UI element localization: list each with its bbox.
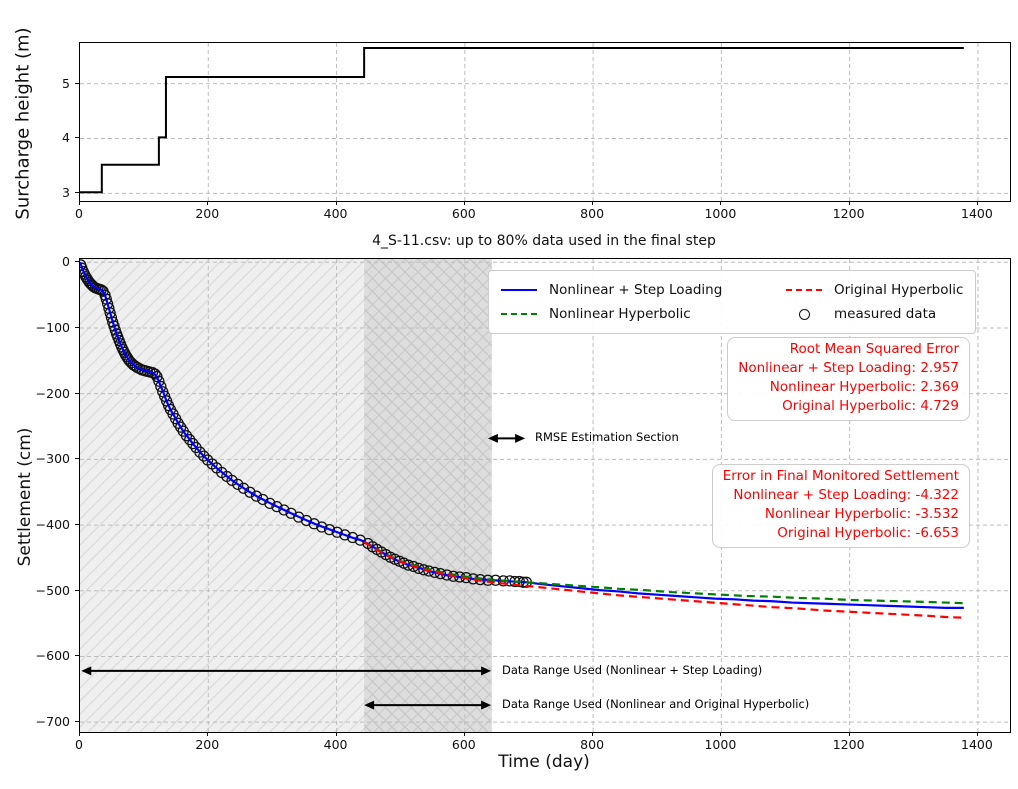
top-x-tick-label: 1400 [961,206,993,221]
legend-label: Nonlinear Hyperbolic [549,306,691,322]
rmse-nonlinear-value: Nonlinear Hyperbolic: 2.369 [769,379,959,395]
tick-mark [207,732,209,736]
top-x-tick-label: 1000 [704,206,737,221]
surcharge-axes [79,42,1011,202]
final-error-annotation-box: Error in Final Monitored Settlement Nonl… [711,464,970,548]
legend: Nonlinear + Step Loading Nonlinear Hyper… [488,270,977,334]
range-step-loading-label: Data Range Used (Nonlinear + Step Loadin… [502,663,763,677]
tick-mark [79,201,80,205]
bottom-y-tick-label: −600 [35,648,70,664]
legend-item-nonlinear-hyperbolic: Nonlinear Hyperbolic [501,306,786,322]
bottom-y-tick-label: −500 [35,582,70,598]
tick-mark [75,655,79,657]
bottom-x-tick-label: 1200 [832,737,865,752]
x-axis-label: Time (day) [498,752,590,772]
tick-mark [848,201,850,205]
bottom-x-tick-label: 0 [75,737,83,752]
top-y-axis-label: Surcharge height (m) [12,27,34,220]
tick-mark [75,82,79,84]
bottom-x-tick-label: 600 [451,737,476,752]
bottom-y-tick-label: −100 [35,319,70,335]
bottom-y-tick-label: −700 [35,714,70,730]
tick-mark [75,261,79,263]
bottom-x-tick-label: 1400 [961,737,993,752]
tick-mark [976,732,978,736]
tick-mark [75,589,79,591]
bottom-x-tick-label: 200 [195,737,220,752]
bottom-y-tick-label: −400 [35,517,70,533]
bottom-x-tick-label: 1000 [704,737,737,752]
top-x-tick-label: 800 [580,206,605,221]
error-original-value: Original Hyperbolic: -6.653 [777,525,959,541]
tick-mark [335,732,337,736]
legend-label: Original Hyperbolic [834,282,964,298]
top-x-tick-label: 0 [75,206,83,221]
top-x-tick-label: 200 [195,206,220,221]
tick-mark [75,192,79,194]
settlement-chart-svg [80,259,1010,732]
top-x-tick-label: 1200 [832,206,865,221]
rmse-box-title: Root Mean Squared Error [789,341,959,357]
settlement-axes: Nonlinear + Step Loading Nonlinear Hyper… [79,258,1011,733]
tick-mark [75,524,79,526]
rmse-section-label: RMSE Estimation Section [535,430,679,444]
chart-title: 4_S-11.csv: up to 80% data used in the f… [372,233,716,249]
red-dashed-line-icon [786,289,822,291]
tick-mark [75,326,79,328]
error-step-loading-value: Nonlinear + Step Loading: -4.322 [733,487,959,503]
rmse-annotation-box: Root Mean Squared Error Nonlinear + Step… [727,337,970,421]
tick-mark [75,392,79,394]
tick-mark [75,721,79,723]
legend-label: measured data [834,306,937,322]
top-y-tick-label: 3 [62,185,70,201]
tick-mark [75,137,79,139]
tick-mark [463,201,465,205]
tick-mark [463,732,465,736]
tick-mark [335,201,337,205]
range-hyperbolic-label: Data Range Used (Nonlinear and Original … [502,697,810,711]
tick-mark [848,732,850,736]
rmse-original-value: Original Hyperbolic: 4.729 [782,398,959,414]
bottom-y-tick-label: 0 [62,254,70,270]
tick-mark [720,732,722,736]
rmse-step-loading-value: Nonlinear + Step Loading: 2.957 [738,360,959,376]
legend-label: Nonlinear + Step Loading [549,282,723,298]
bottom-x-tick-label: 400 [323,737,348,752]
tick-mark [720,201,722,205]
legend-item-step-loading: Nonlinear + Step Loading [501,282,786,298]
top-y-tick-label: 4 [62,130,70,146]
tick-mark [592,732,594,736]
tick-mark [75,458,79,460]
blue-solid-line-icon [501,289,537,291]
bottom-x-tick-label: 800 [580,737,605,752]
error-box-title: Error in Final Monitored Settlement [722,468,959,484]
bottom-y-tick-label: −200 [35,385,70,401]
tick-mark [207,201,209,205]
green-dashed-line-icon [501,313,537,315]
bottom-y-tick-label: −300 [35,451,70,467]
top-x-tick-label: 400 [323,206,348,221]
tick-mark [592,201,594,205]
tick-mark [976,201,978,205]
circle-marker-icon [786,308,822,320]
legend-item-original-hyperbolic: Original Hyperbolic [786,282,963,298]
legend-item-measured-data: measured data [786,306,963,322]
top-y-tick-label: 5 [62,75,70,91]
bottom-y-axis-label: Settlement (cm) [15,427,35,567]
tick-mark [79,732,80,736]
top-x-tick-label: 600 [451,206,476,221]
error-nonlinear-value: Nonlinear Hyperbolic: -3.532 [764,506,959,522]
surcharge-chart-svg [80,43,1010,201]
